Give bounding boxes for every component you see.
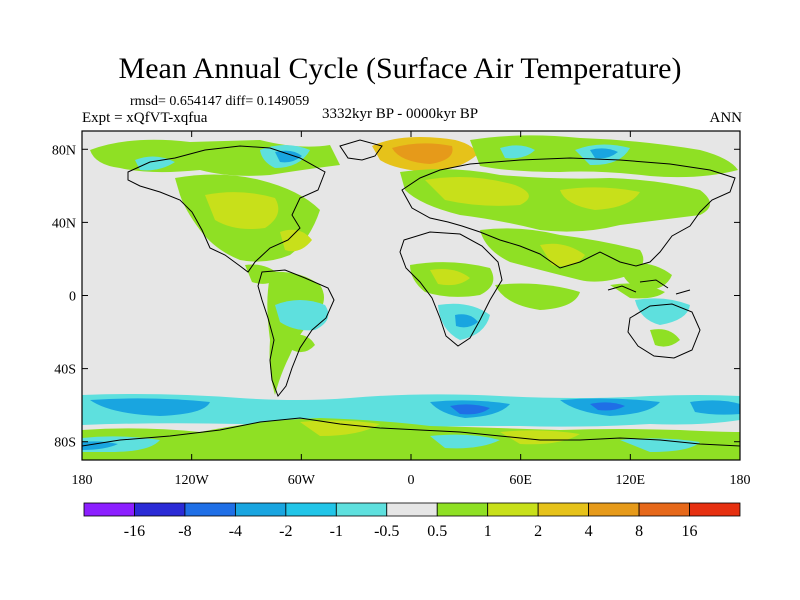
colorbar-swatch [83, 502, 135, 517]
lat-label: 80S [54, 436, 76, 451]
colorbar-swatch [689, 502, 741, 517]
colorbar-label: 4 [585, 523, 593, 540]
colorbar-swatch [234, 502, 287, 517]
colorbar-label: -4 [229, 523, 242, 540]
anomaly-patch [635, 298, 690, 325]
anomaly-patch [560, 187, 640, 210]
lon-label: 180 [730, 473, 751, 488]
anomaly-patch [90, 398, 210, 416]
plot-title: Mean Annual Cycle (Surface Air Temperatu… [118, 52, 682, 85]
stats-text: rmsd= 0.654147 diff= 0.149059 [130, 94, 310, 109]
colorbar-label: -0.5 [374, 523, 399, 540]
map-panel [81, 130, 741, 461]
latitude-axis: 80N 40N 0 40S 80S [52, 143, 740, 451]
coastline [607, 279, 691, 295]
anomaly-patch [205, 192, 279, 229]
lon-label: 60E [509, 473, 532, 488]
anomaly-patch [430, 269, 470, 286]
colorbar-swatch [588, 502, 640, 517]
colorbar-label: -1 [330, 523, 343, 540]
anomaly-patch [275, 300, 329, 331]
lon-label: 60W [288, 473, 316, 488]
colorbar-swatch [134, 502, 186, 517]
anomaly-patch [280, 229, 312, 252]
colorbar-label: -8 [178, 523, 191, 540]
longitude-axis: 180 120W 60W 0 60E 120E 180 [72, 131, 751, 488]
anomaly-patch [500, 145, 535, 159]
colorbar-swatch [285, 502, 337, 517]
anomaly-patch [650, 329, 680, 347]
lon-label: 120W [175, 473, 210, 488]
anomaly-patch [690, 400, 740, 415]
anomaly-patch [590, 402, 625, 411]
colorbar-label: -2 [279, 523, 292, 540]
coastline [339, 139, 383, 161]
colorbar-label: 2 [534, 523, 542, 540]
coastlines [82, 139, 740, 447]
lat-label: 40S [54, 363, 76, 378]
colorbar-swatch [638, 502, 690, 517]
anomaly-patch [495, 283, 580, 310]
period-label: 3332kyr BP - 0000kyr BP [322, 106, 479, 122]
anomaly-patch [620, 262, 672, 291]
anomaly-patch [455, 314, 478, 328]
colorbar-swatch [537, 502, 590, 517]
anomaly-patch [430, 434, 500, 449]
anomaly-patch [82, 441, 118, 450]
coastline [127, 145, 326, 273]
anomaly-patch [540, 243, 585, 267]
anomaly-patch [425, 176, 529, 206]
anomaly-field [82, 135, 740, 460]
anomaly-patch [82, 418, 740, 460]
anomaly-patch [500, 430, 580, 445]
anomaly-patch [450, 404, 490, 415]
colorbar-swatch [184, 502, 236, 517]
anomaly-patch [290, 334, 315, 353]
anomaly-patch [300, 420, 380, 436]
colorbar-label: 16 [682, 523, 698, 540]
anomaly-patch [392, 143, 453, 164]
colorbar-swatch [436, 502, 489, 517]
anomaly-patch [275, 150, 302, 163]
coastline [627, 303, 701, 359]
coastline [82, 417, 740, 447]
lat-label: 0 [69, 290, 76, 305]
lat-label: 40N [52, 216, 76, 231]
anomaly-patch [590, 148, 618, 159]
coastline [257, 269, 335, 397]
experiment-label: Expt = xQfVT-xqfua [82, 110, 208, 126]
colorbar-label: 0.5 [427, 523, 447, 540]
colorbar-label: 1 [484, 523, 492, 540]
colorbar-swatch [386, 502, 438, 517]
lon-label: 0 [408, 473, 415, 488]
colorbar-label: -16 [124, 523, 145, 540]
lat-label: 80N [52, 143, 76, 158]
colorbar-label: 8 [635, 523, 643, 540]
coastline [401, 157, 736, 269]
colorbar: -16 -8 -4 -2 -1 -0.5 0.5 1 2 4 8 16 [83, 502, 741, 540]
season-label: ANN [709, 110, 743, 126]
lon-label: 120E [616, 473, 646, 488]
lon-label: 180 [72, 473, 93, 488]
colorbar-swatch [335, 502, 388, 517]
coastline [399, 231, 503, 347]
colorbar-swatch [487, 502, 539, 517]
